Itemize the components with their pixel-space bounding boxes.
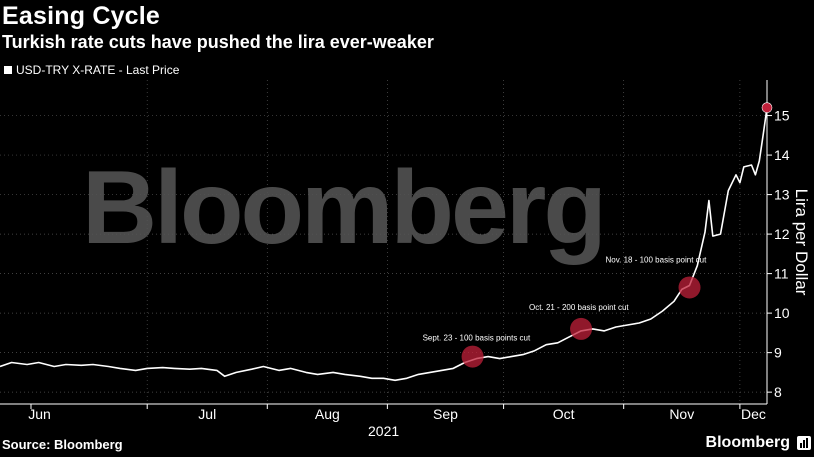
x-tick-label: Jun [28, 406, 51, 422]
y-tick-label: 9 [774, 345, 782, 361]
y-tick-label: 8 [774, 384, 782, 400]
bloomberg-watermark: Bloomberg [82, 150, 604, 266]
x-axis-ticks: Jun Jul Aug Sep Oct Nov Dec [28, 404, 766, 422]
series-line-usd-try [0, 107, 768, 382]
legend-label: USD-TRY X-RATE - Last Price [16, 63, 180, 77]
x-tick-label: Oct [553, 406, 575, 422]
y-tick-label: 15 [774, 108, 790, 124]
y-axis-label: Lira per Dollar [792, 189, 811, 296]
rate-cut-annotation: Oct. 21 - 200 basis point cut [529, 303, 629, 312]
rate-cut-annotation: Nov. 18 - 100 basis point cut [606, 255, 708, 264]
source-note: Source: Bloomberg [2, 437, 123, 452]
chart-subtitle: Turkish rate cuts have pushed the lira e… [2, 32, 434, 52]
x-axis-year-label: 2021 [368, 423, 399, 439]
y-tick-label: 11 [774, 266, 789, 282]
annotations: Sept. 23 - 100 basis points cut Oct. 21 -… [423, 102, 773, 368]
y-tick-label: 13 [774, 187, 790, 203]
bloomberg-brand: Bloomberg [705, 434, 790, 451]
x-tick-label: Sep [433, 406, 458, 422]
y-tick-label: 12 [774, 226, 790, 242]
bloomberg-terminal-icon [797, 436, 811, 450]
last-price-marker [761, 102, 773, 113]
x-tick-label: Nov [669, 406, 694, 422]
rate-cut-marker [678, 276, 701, 299]
axes [0, 80, 768, 405]
y-tick-label: 14 [774, 147, 790, 163]
series-layer [0, 107, 768, 382]
y-axis-ticks: 8 9 10 11 12 13 14 15 [767, 108, 790, 400]
rate-cut-marker [570, 317, 593, 340]
x-tick-label: Aug [315, 406, 340, 422]
y-tick-label: 10 [774, 305, 790, 321]
rate-cut-marker [461, 345, 484, 368]
legend-swatch [4, 66, 12, 74]
legend: USD-TRY X-RATE - Last Price [4, 63, 179, 77]
rate-cut-annotation: Sept. 23 - 100 basis points cut [423, 334, 531, 343]
x-tick-label: Jul [198, 406, 216, 422]
chart-title: Easing Cycle [2, 2, 161, 30]
x-tick-label: Dec [741, 406, 766, 422]
